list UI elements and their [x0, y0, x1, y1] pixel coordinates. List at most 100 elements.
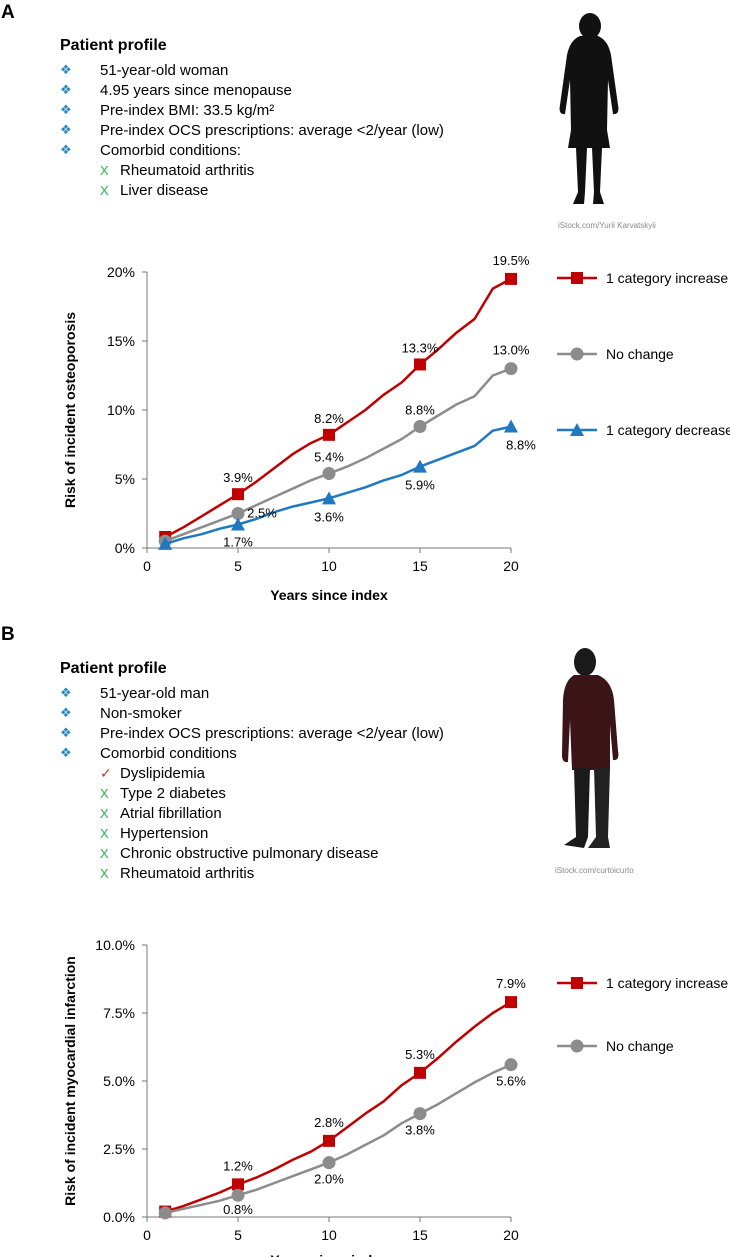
series-line-0 — [164, 277, 512, 539]
y-tick-label: 0% — [115, 540, 135, 556]
x-tick-label: 20 — [503, 558, 519, 574]
data-point-marker — [504, 362, 518, 376]
x-tick-label: 0 — [143, 558, 151, 574]
legend-label: 1 category decrease — [606, 422, 730, 438]
data-point-marker — [504, 419, 518, 433]
legend-marker — [570, 347, 584, 361]
diamond-bullet-icon: ❖ — [60, 82, 72, 97]
data-label: 19.5% — [493, 253, 530, 268]
comorbid-label: Atrial fibrillation — [120, 804, 222, 822]
patient-profile-a: Patient profile ❖ 51-year-old woman ❖ 4.95… — [60, 37, 444, 200]
data-point-marker — [413, 459, 427, 473]
diamond-bullet-icon: ❖ — [60, 725, 72, 740]
x-mark-icon: X — [100, 785, 109, 801]
profile-title: Patient profile — [60, 37, 167, 54]
data-label: 3.9% — [223, 470, 253, 485]
legend-label: No change — [606, 1038, 674, 1054]
patient-profile-b: Patient profile ❖ 51-year-old man ❖ Non-sm… — [60, 660, 444, 883]
x-mark-icon: X — [100, 182, 109, 198]
data-point-marker — [231, 517, 245, 531]
data-label: 0.8% — [223, 1202, 253, 1217]
y-tick-label: 20% — [107, 264, 135, 280]
data-label: 3.8% — [405, 1123, 435, 1138]
data-point-marker — [322, 1156, 336, 1170]
legend-marker — [571, 272, 583, 284]
panel-letter-a: A — [1, 2, 15, 23]
comorbid-label: Chronic obstructive pulmonary disease — [120, 844, 379, 862]
comorbid-label: Type 2 diabetes — [120, 784, 226, 802]
osteoporosis-chart: 0% 5% 10% 15% 20% 0 5 10 15 20 Years since index Ri… — [62, 253, 730, 603]
data-label: 8.8% — [506, 438, 536, 453]
comorbid-item: X Hypertension — [60, 823, 444, 843]
data-label: 2.8% — [314, 1115, 344, 1130]
profile-item: ❖ Non-smoker — [60, 703, 444, 723]
profile-item-text: Pre-index BMI: 33.5 kg/m² — [100, 101, 275, 119]
data-label: 2.5% — [247, 506, 277, 521]
data-point-marker — [414, 358, 426, 371]
check-mark-icon: ✓ — [100, 764, 112, 781]
data-label: 5.9% — [405, 478, 435, 493]
data-point-marker — [505, 272, 517, 285]
x-tick-label: 5 — [234, 1227, 242, 1243]
x-axis-title: Years since index — [270, 587, 388, 603]
profile-item-text: Pre-index OCS prescriptions: average <2/… — [100, 121, 444, 139]
y-tick-label: 0.0% — [103, 1209, 135, 1225]
profile-item: ❖ Comorbid conditions — [60, 743, 444, 763]
profile-item: ❖ 51-year-old woman — [60, 60, 444, 80]
image-credit-b: iStock.com/curtoicurto — [555, 866, 634, 875]
data-label: 1.2% — [223, 1158, 253, 1173]
data-label: 2.0% — [314, 1172, 344, 1187]
profile-item: ❖ Pre-index OCS prescriptions: average <2… — [60, 723, 444, 743]
x-tick-label: 15 — [412, 1227, 428, 1243]
legend-marker — [570, 1039, 584, 1053]
data-point-marker — [232, 1178, 244, 1191]
profile-item: ❖ Comorbid conditions: — [60, 140, 444, 160]
series-line-1 — [164, 367, 512, 543]
series-line-1 — [164, 1063, 512, 1215]
series-line-2 — [164, 425, 512, 546]
x-tick-label: 10 — [321, 1227, 337, 1243]
data-label: 13.3% — [402, 340, 439, 355]
profile-item-text: 4.95 years since menopause — [100, 81, 292, 99]
x-mark-icon: X — [100, 825, 109, 841]
y-tick-label: 7.5% — [103, 1005, 135, 1021]
data-point-marker — [158, 536, 173, 550]
comorbid-label: Rheumatoid arthritis — [120, 161, 255, 179]
legend-marker — [571, 977, 583, 989]
data-label: 13.0% — [493, 343, 530, 358]
data-label: 1.7% — [223, 535, 253, 550]
y-tick-label: 2.5% — [103, 1141, 135, 1157]
data-point-marker — [158, 1206, 172, 1220]
data-point-marker — [323, 428, 335, 441]
diamond-bullet-icon: ❖ — [60, 102, 72, 117]
x-axis-title: Years since index — [270, 1252, 388, 1257]
x-tick-label: 10 — [321, 558, 337, 574]
data-label: 8.8% — [405, 403, 435, 418]
legend-label: No change — [606, 346, 674, 362]
profile-item-text: Non-smoker — [100, 704, 182, 722]
legend-marker — [570, 423, 584, 436]
comorbid-label: Rheumatoid arthritis — [120, 864, 255, 882]
x-tick-label: 20 — [503, 1227, 519, 1243]
man-silhouette-icon — [562, 648, 619, 848]
x-mark-icon: X — [100, 845, 109, 861]
data-label: 7.9% — [496, 976, 526, 991]
data-point-marker — [505, 996, 517, 1009]
data-point-marker — [322, 466, 336, 480]
profile-item: ❖ 51-year-old man — [60, 683, 444, 703]
comorbid-item: X Type 2 diabetes — [60, 783, 444, 803]
data-label: 5.6% — [496, 1074, 526, 1089]
y-tick-label: 5% — [115, 471, 135, 487]
profile-item: ❖ Pre-index BMI: 33.5 kg/m² — [60, 100, 444, 120]
data-point-marker — [231, 507, 245, 520]
comorbid-item: X Chronic obstructive pulmonary disease — [60, 843, 444, 863]
data-point-marker — [413, 1107, 427, 1121]
profile-item-text: Pre-index OCS prescriptions: average <2/… — [100, 724, 444, 742]
profile-title: Patient profile — [60, 660, 167, 677]
comorbid-item: ✓ Dyslipidemia — [60, 763, 444, 783]
y-axis-title: Risk of incident myocardial infarction — [62, 956, 78, 1206]
profile-item-text: Comorbid conditions — [100, 744, 237, 762]
diamond-bullet-icon: ❖ — [60, 122, 72, 137]
data-label: 5.4% — [314, 449, 344, 464]
data-label: 8.2% — [314, 411, 344, 426]
